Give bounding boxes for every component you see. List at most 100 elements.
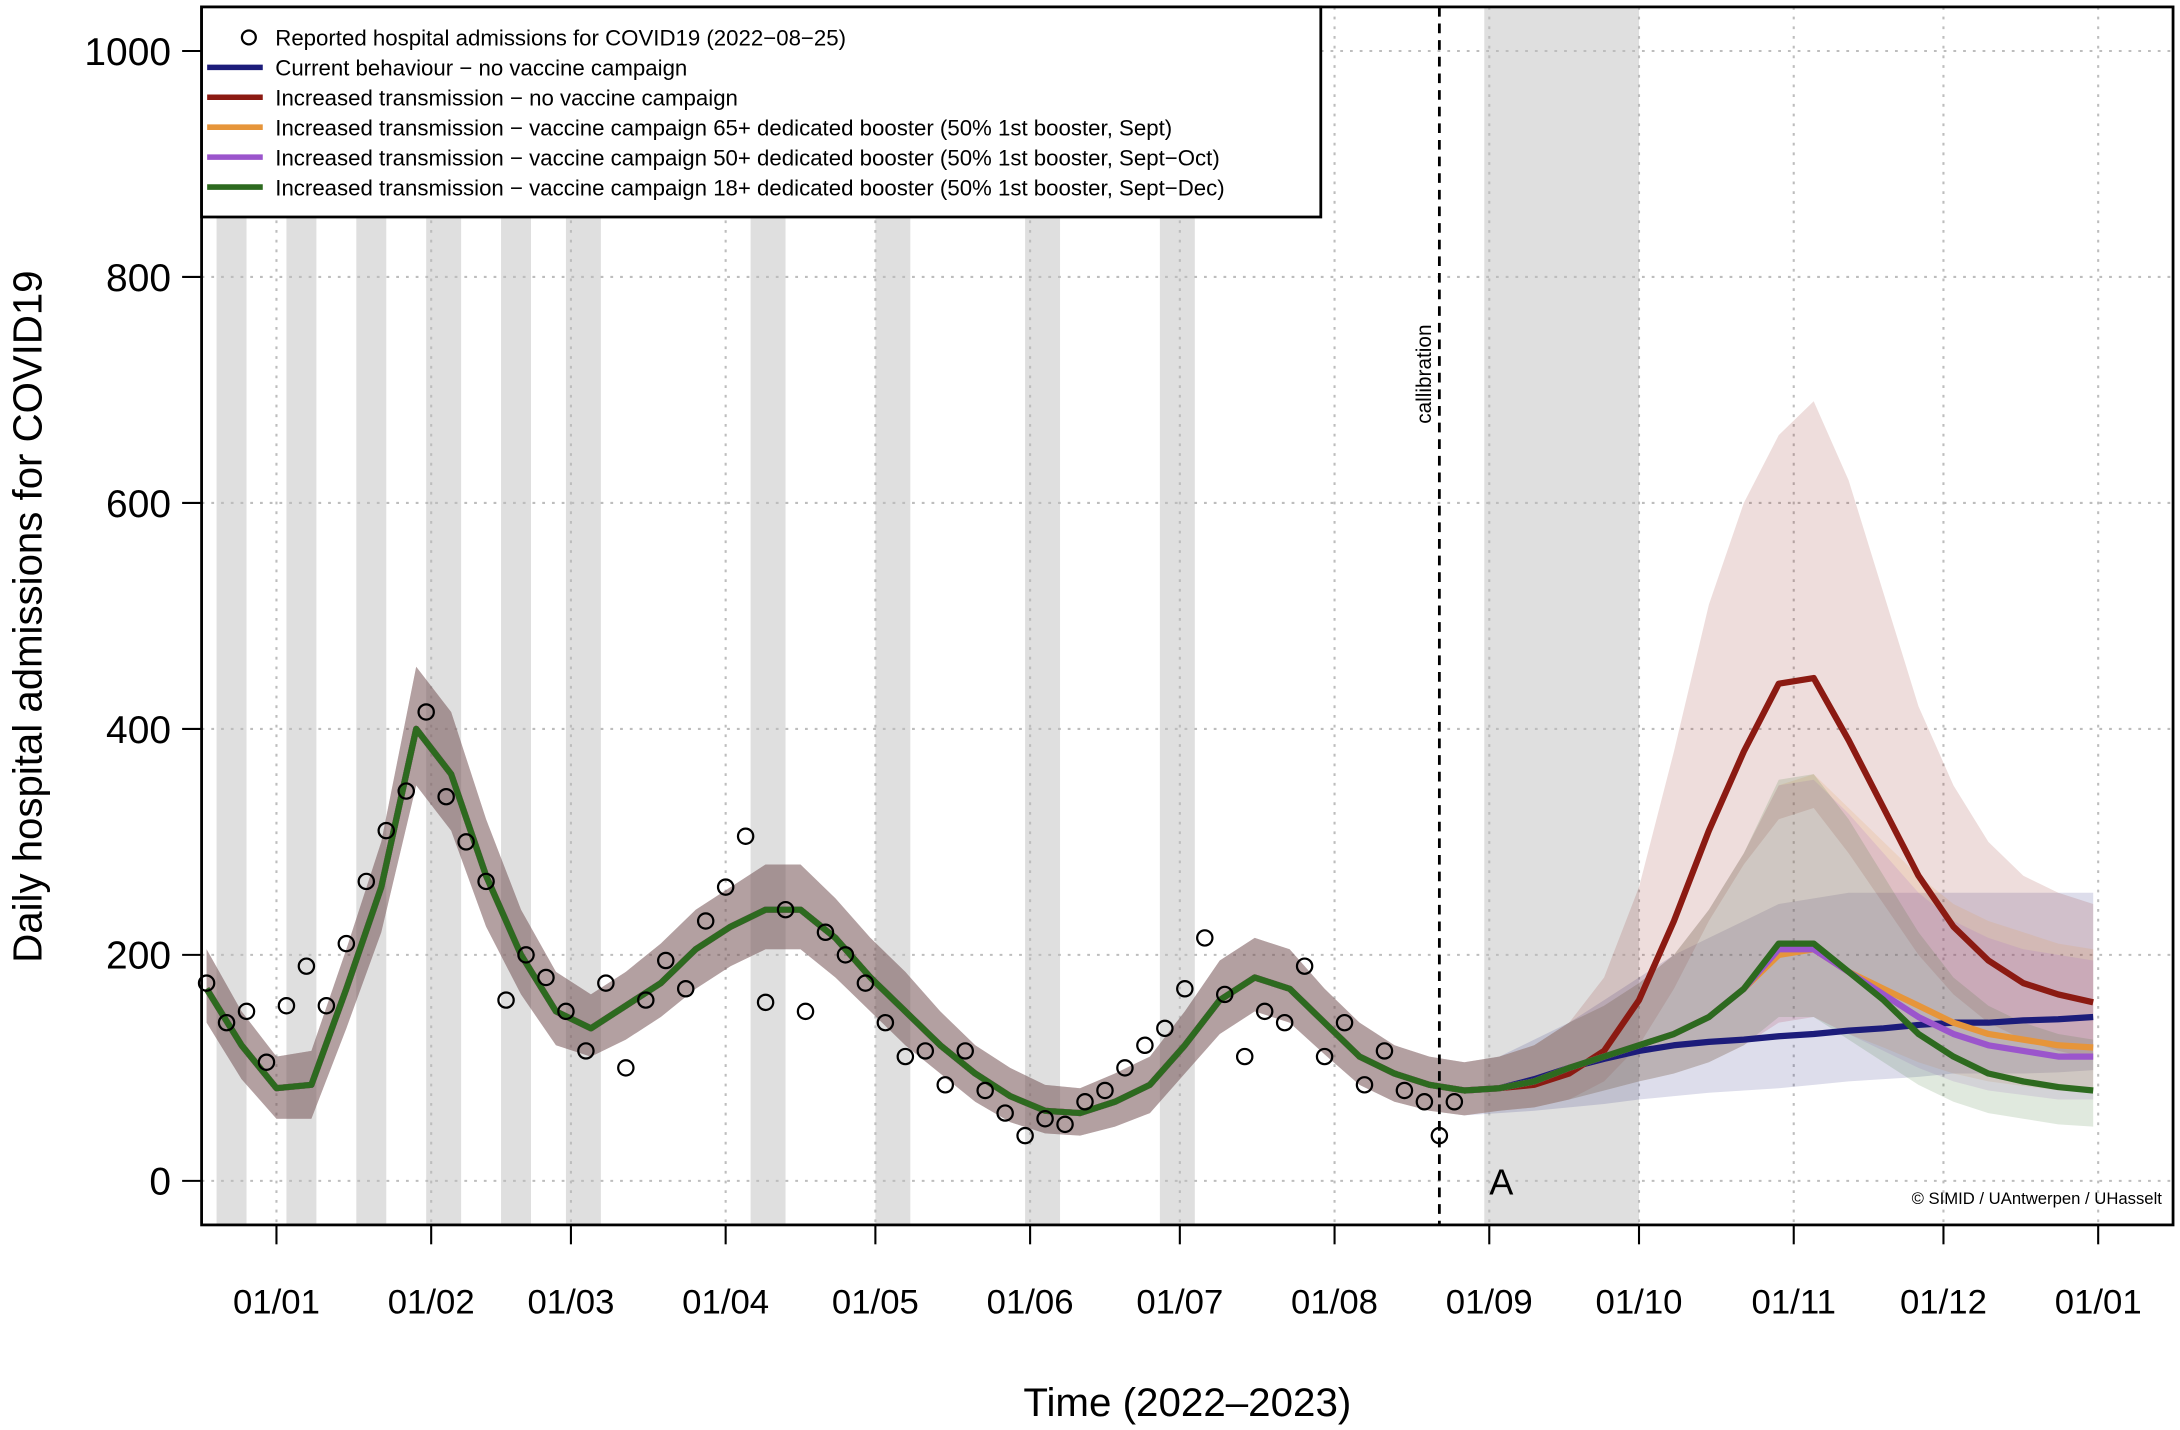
observed-point (976, 1081, 994, 1100)
observed-point (1215, 985, 1234, 1004)
observed-point (1136, 1036, 1154, 1055)
observed-point (517, 946, 535, 964)
observed-point (716, 878, 735, 896)
y-tick-label: 400 (106, 709, 171, 752)
observed-point (577, 1042, 595, 1060)
observed-point (1315, 1047, 1334, 1066)
x-tick-label: 01/05 (832, 1284, 919, 1322)
observed-point (657, 951, 675, 970)
observed-point (1355, 1076, 1374, 1094)
uncertainty-band (206, 401, 2094, 1136)
observed-point (816, 923, 835, 942)
observed-point (1235, 1047, 1254, 1066)
legend-label: Reported hospital admissions for COVID19… (275, 26, 846, 51)
credit: © SIMID / UAntwerpen / UHasselt (1912, 1189, 2163, 1208)
x-tick-label: 01/09 (1446, 1284, 1533, 1322)
y-tick-label: 200 (106, 935, 171, 978)
x-tick-label: 01/10 (1596, 1284, 1683, 1322)
y-tick-label: 800 (106, 257, 171, 300)
observed-point (1196, 929, 1214, 947)
observed-point (497, 991, 515, 1009)
observed-point (796, 1002, 815, 1021)
observed-point (237, 1002, 256, 1021)
x-tick-label: 01/12 (1900, 1284, 1987, 1322)
observed-point (337, 934, 356, 953)
x-tick-label: 01/11 (1752, 1284, 1836, 1322)
uncertainty-band (206, 666, 2094, 1136)
y-tick-label: 1000 (84, 31, 171, 74)
uncertainty-band (206, 666, 2094, 1136)
observed-point (317, 996, 336, 1015)
axes: 0 200 400 600 800 1000 01/01 01/02 01/03 01/04 01/… (84, 5, 2175, 1322)
observed-point (956, 1042, 974, 1060)
legend: Reported hospital admissions for COVID19… (200, 5, 1323, 219)
observed-point (1036, 1109, 1054, 1128)
observed-point (676, 980, 695, 998)
observed-point (1016, 1126, 1034, 1145)
observed-point (836, 946, 855, 964)
observed-point (1096, 1081, 1114, 1100)
observed-point (457, 833, 475, 851)
legend-label: Increased transmission − no vaccine camp… (275, 86, 738, 111)
x-tick-label: 01/08 (1291, 1284, 1378, 1322)
x-axis-label: Time (2022–2023) (1023, 1380, 1351, 1425)
observed-point (257, 1053, 276, 1071)
observed-point (1076, 1093, 1094, 1111)
x-tick-label: 01/04 (682, 1284, 769, 1322)
uncertainty-band (206, 666, 2094, 1136)
observed-point (856, 974, 875, 992)
y-tick-label: 0 (149, 1161, 171, 1204)
x-tick-label: 01/03 (527, 1284, 614, 1322)
observed-point (537, 968, 555, 987)
x-tick-label: 01/02 (388, 1284, 475, 1322)
lines (203, 674, 2094, 1117)
observed-point (1335, 1013, 1354, 1032)
observed-point (217, 1013, 236, 1032)
observed-point (297, 957, 316, 975)
observed-point (1295, 957, 1314, 975)
observed-point (1415, 1093, 1434, 1111)
x-tick-label: 01/07 (1136, 1284, 1223, 1322)
legend-box (200, 5, 1323, 219)
observed-point (397, 782, 415, 800)
observed-point (437, 787, 455, 806)
series-line (203, 725, 2094, 1117)
observed-point (876, 1013, 895, 1032)
observed-point (277, 996, 296, 1015)
legend-label: Current behaviour − no vaccine campaign (275, 56, 687, 81)
observed-point (696, 912, 715, 930)
observed-point (1176, 980, 1194, 998)
uncertainty-band (206, 666, 2094, 1136)
observed-point (776, 900, 795, 919)
observed-point (557, 1002, 575, 1021)
observed-point (1255, 1002, 1274, 1021)
observed-point (477, 872, 495, 891)
observed-point (617, 1059, 635, 1077)
y-tick-label: 600 (106, 483, 171, 526)
legend-label: Increased transmission − vaccine campaig… (275, 145, 1219, 170)
x-tick-label: 01/01 (2055, 1284, 2142, 1322)
observed-point (377, 821, 396, 840)
observed-point (1056, 1115, 1074, 1134)
observed-point (996, 1104, 1014, 1122)
legend-label: Increased transmission − vaccine campaig… (275, 175, 1224, 200)
observed-point (756, 993, 775, 1012)
panel-label: A (1489, 1162, 1513, 1203)
observed-point (896, 1047, 915, 1066)
observed-point (1156, 1019, 1174, 1038)
x-tick-label: 01/06 (987, 1284, 1074, 1322)
observed-point (1275, 1013, 1294, 1032)
observed-point (1116, 1059, 1134, 1077)
observed-point (1375, 1042, 1394, 1060)
calibration-label: callibration (1413, 325, 1436, 424)
y-axis-label: Daily hospital admissions for COVID19 (6, 270, 51, 962)
observed-point (357, 872, 376, 891)
x-tick-label: 01/01 (233, 1284, 320, 1322)
observed-point (736, 827, 755, 845)
observed-point (916, 1042, 935, 1060)
observed-point (637, 991, 655, 1009)
observed-point (197, 974, 216, 992)
bands (206, 401, 2094, 1136)
observed-point (1445, 1093, 1464, 1111)
